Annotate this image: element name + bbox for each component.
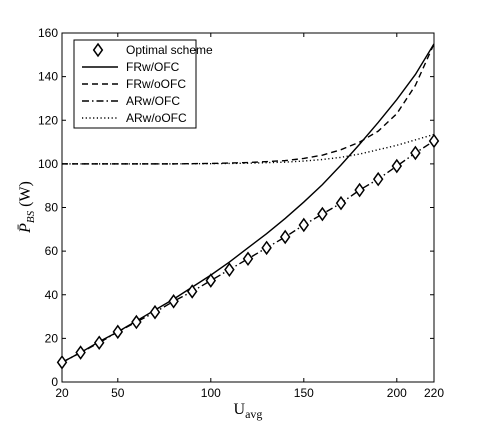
series-optimal-scheme-marker [372, 171, 384, 187]
series-optimal-scheme-marker [224, 262, 235, 277]
series-arw-oofc-line [62, 133, 435, 165]
legend: Optimal scheme FRw/OFC FRw/oOFC ARw/OFC ARw/… [73, 39, 213, 129]
x-tick-label: 220 [424, 386, 444, 400]
x-tick-label: 50 [111, 386, 125, 400]
series-arw-ofc-line [61, 140, 435, 363]
x-axis-title-sub: avg [245, 407, 262, 421]
legend-label-frw-ofc: FRw/OFC [126, 60, 180, 74]
y-axis-title-main: P̄ [17, 223, 34, 234]
series-optimal-scheme-marker [56, 355, 68, 370]
series-optimal-scheme-marker [242, 251, 254, 267]
series-optimal-scheme-marker [279, 229, 291, 245]
series-optimal-scheme-marker [168, 294, 179, 309]
series-optimal-scheme-marker [317, 206, 328, 222]
series-layer [56, 43, 440, 370]
y-tick-label: 100 [38, 157, 58, 171]
series-optimal-scheme-marker [186, 284, 198, 299]
series-optimal-scheme-marker [354, 182, 365, 198]
x-tick-label: 20 [55, 386, 69, 400]
series-optimal-scheme-marker [298, 217, 310, 233]
y-tick-label: 0 [51, 375, 58, 389]
x-tick-label: 200 [387, 386, 407, 400]
series-optimal-scheme-marker [335, 195, 347, 211]
series-optimal-scheme-marker [131, 314, 142, 330]
x-tick-label: 150 [294, 386, 314, 400]
series-optimal-scheme-marker [149, 304, 161, 320]
x-axis-title-main: U [234, 401, 246, 418]
series-optimal-scheme-marker [93, 335, 105, 351]
series-optimal-scheme-marker [205, 273, 217, 288]
y-tick-label: 80 [45, 201, 59, 215]
legend-label-arw-ofc: ARw/OFC [126, 94, 180, 108]
series-frw-oofc-line [62, 43, 435, 165]
y-tick-label: 160 [38, 26, 58, 40]
series-optimal-scheme-marker [112, 324, 124, 340]
legend-label-optimal-scheme: Optimal scheme [126, 43, 213, 57]
series-optimal-scheme-marker [75, 345, 86, 360]
y-axis-title: P̄BS (W) [17, 181, 37, 234]
x-tick-label: 100 [201, 386, 221, 400]
y-axis-title-unit: (W) [17, 181, 34, 207]
series-optimal-scheme-marker [410, 145, 421, 161]
legend-label-frw-oofc: FRw/oOFC [126, 77, 186, 91]
series-optimal-scheme-marker [391, 158, 403, 174]
x-axis-title: Uavg [234, 401, 263, 421]
y-tick-label: 20 [45, 331, 59, 345]
series-optimal-scheme-marker [428, 133, 440, 149]
y-tick-label: 40 [45, 288, 59, 302]
legend-label-arw-oofc: ARw/oOFC [126, 111, 187, 125]
y-tick-label: 120 [38, 113, 58, 127]
y-tick-label: 140 [38, 70, 58, 84]
y-axis-title-sub: BS [25, 210, 37, 223]
y-tick-label: 60 [45, 244, 59, 258]
series-optimal-scheme-marker [261, 240, 272, 256]
series-frw-ofc-line [61, 43, 435, 363]
legend-marker-optimal-scheme [92, 42, 104, 58]
